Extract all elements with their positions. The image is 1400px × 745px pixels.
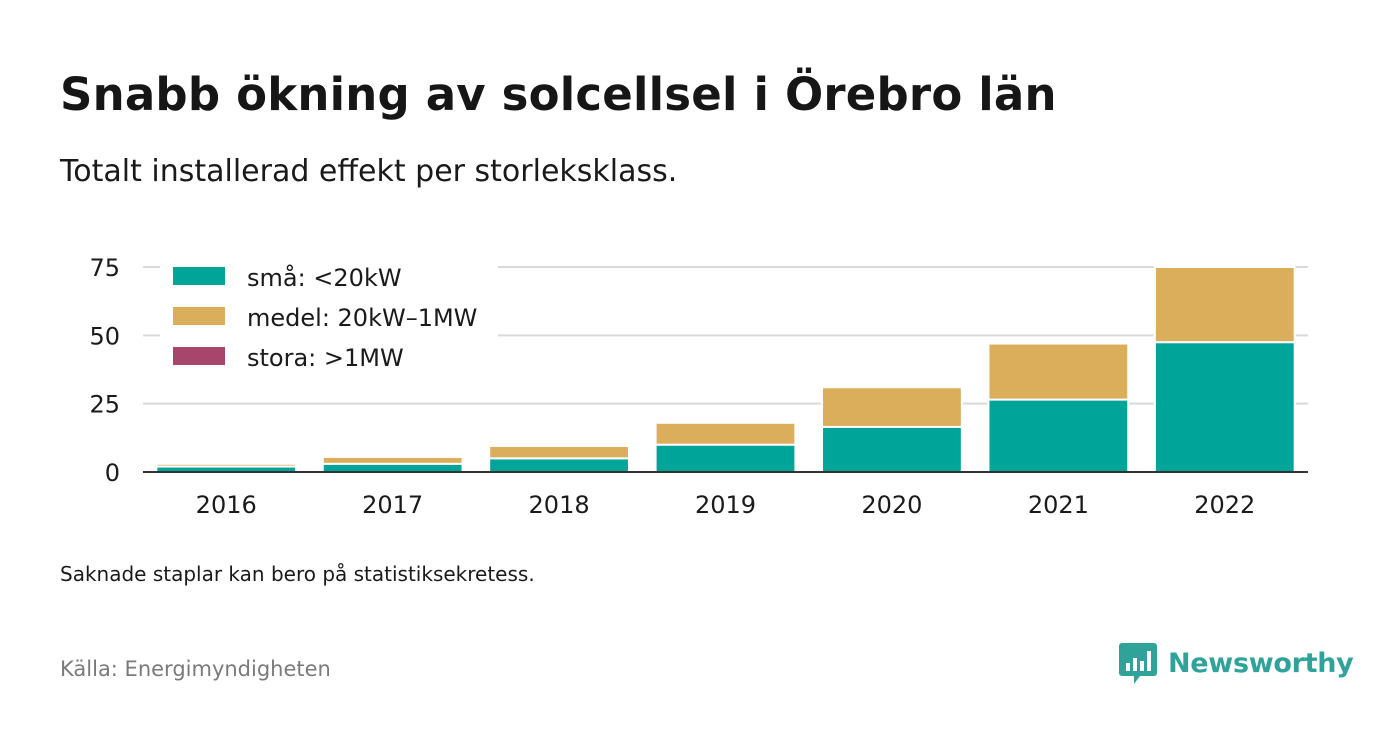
bar-segment	[987, 398, 1130, 474]
x-tick-label: 2022	[1194, 491, 1255, 519]
y-tick-label: 75	[89, 254, 120, 282]
bar-segment	[488, 457, 630, 474]
chart-title: Snabb ökning av solcellsel i Örebro län	[60, 68, 1057, 121]
bar-segment	[1153, 266, 1296, 344]
x-tick-label: 2017	[362, 491, 423, 519]
bar-segment	[488, 445, 630, 460]
legend-swatch	[173, 307, 225, 325]
brand-name: Newsworthy	[1168, 647, 1354, 679]
legend-label: små: <20kW	[247, 263, 402, 292]
bar-segment	[155, 462, 298, 468]
legend-swatch	[173, 267, 225, 285]
source-credit: Källa: Energimyndigheten	[60, 657, 331, 681]
bar-segment	[821, 425, 963, 473]
bar-segment	[1153, 341, 1296, 473]
newsworthy-logo: Newsworthy	[1118, 641, 1354, 685]
legend-swatch	[173, 347, 225, 365]
x-tick-label: 2021	[1028, 491, 1089, 519]
y-tick-label: 0	[105, 459, 120, 487]
x-tick-label: 2018	[529, 491, 590, 519]
y-tick-label: 50	[89, 322, 120, 350]
chart-subtitle: Totalt installerad effekt per storlekskl…	[60, 154, 678, 189]
bar-segment	[654, 421, 797, 446]
x-tick-label: 2020	[861, 491, 922, 519]
legend-label: stora: >1MW	[247, 344, 404, 372]
bar-segment	[321, 455, 464, 465]
stacked-bar-chart: 0 25 50 75 2016 2017 2018 2019 2020 2021 2022 små: …	[89, 254, 1308, 519]
x-tick-label: 2016	[196, 491, 257, 519]
newsworthy-logo-icon	[1119, 643, 1157, 684]
bar-segment	[821, 386, 963, 428]
legend-label: medel: 20kW–1MW	[247, 304, 477, 332]
bar-segment	[654, 443, 797, 473]
y-tick-label: 25	[89, 391, 120, 419]
x-tick-label: 2019	[695, 491, 756, 519]
footnote: Saknade staplar kan bero på statistiksek…	[60, 562, 535, 586]
bar-segment	[321, 462, 464, 473]
bar-segment	[987, 342, 1130, 401]
